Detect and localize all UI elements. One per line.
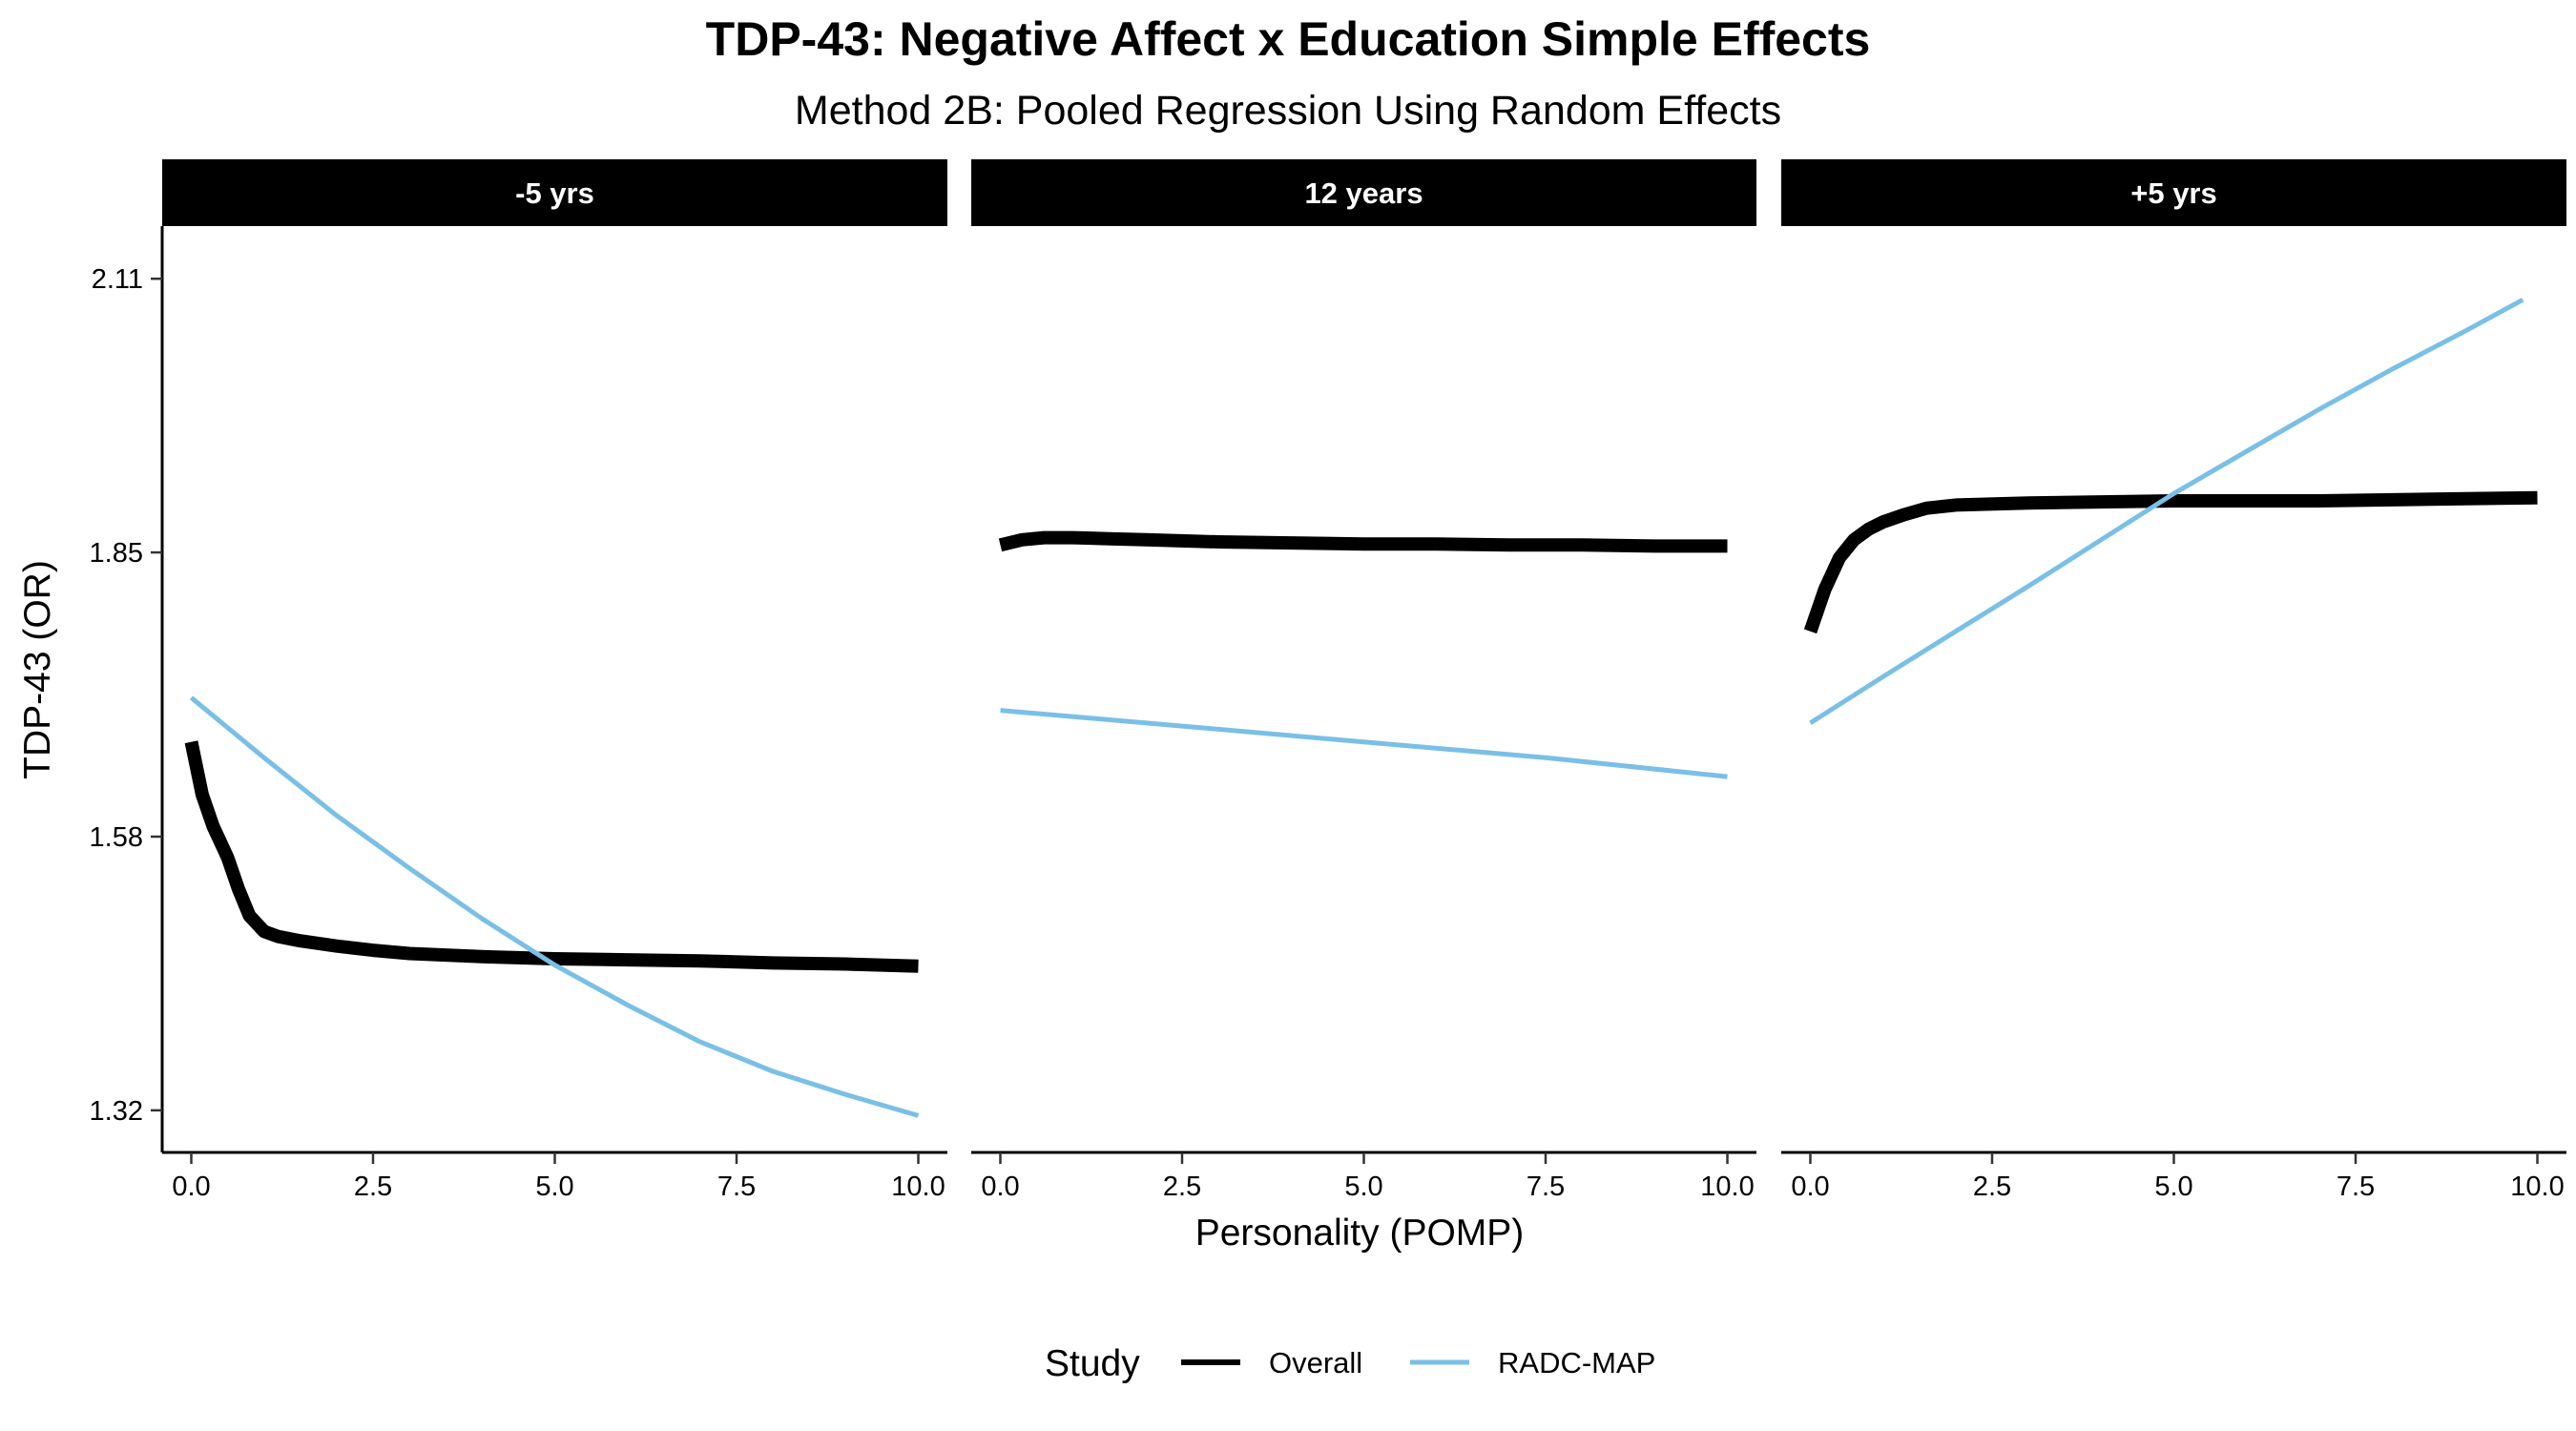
x-tick-label: 0.0: [981, 1172, 1019, 1202]
x-tick-label: 5.0: [535, 1172, 573, 1202]
facet-strip-label: +5 yrs: [2130, 176, 2217, 210]
facet-strip: [971, 159, 1756, 226]
y-tick-label: 1.58: [90, 822, 143, 853]
x-tick-label: 7.5: [717, 1172, 756, 1202]
legend-label-radc-map: RADC-MAP: [1498, 1346, 1655, 1379]
facet-strip: [162, 159, 947, 226]
legend: Study Overall RADC-MAP: [1045, 1343, 1655, 1384]
y-tick-label: 1.85: [90, 538, 143, 569]
x-tick-label: 10.0: [2510, 1172, 2564, 1202]
series-line-radc-map: [1000, 708, 1728, 779]
series-line-radc-map: [1809, 298, 2524, 725]
chart-title: TDP-43: Negative Affect x Education Simp…: [706, 12, 1871, 66]
legend-title: Study: [1045, 1343, 1140, 1384]
series-line-overall: [1803, 490, 2538, 634]
y-tick-label: 2.11: [92, 264, 143, 295]
x-tick-label: 2.5: [1163, 1172, 1201, 1202]
x-tick-label: 5.0: [2154, 1172, 2192, 1202]
series-line-radc-map: [189, 695, 920, 1118]
series-line-overall: [998, 530, 1728, 553]
x-tick-label: 7.5: [2337, 1172, 2375, 1202]
x-tick-label: 0.0: [172, 1172, 210, 1202]
x-tick-label: 5.0: [1344, 1172, 1382, 1202]
panel-2: 12 years 0.0 2.5 5.0 7.5 10.0: [971, 159, 1756, 1202]
legend-label-overall: Overall: [1269, 1346, 1362, 1379]
y-axis-title: TDP-43 (OR): [17, 560, 58, 779]
facet-panels: -5 yrs 0.0 2.5 5.0 7.5 10.0 1.32 1.58 1.85 2.11 12…: [90, 159, 2566, 1202]
facet-strip-label: -5 yrs: [515, 176, 594, 210]
facet-strip-label: 12 years: [1304, 176, 1423, 210]
x-tick-label: 2.5: [354, 1172, 392, 1202]
x-tick-label: 7.5: [1527, 1172, 1565, 1202]
facet-strip: [1781, 159, 2566, 226]
series-line-overall: [184, 740, 919, 973]
x-tick-label: 2.5: [1973, 1172, 2011, 1202]
chart-subtitle: Method 2B: Pooled Regression Using Rando…: [795, 88, 1781, 134]
x-tick-label: 0.0: [1791, 1172, 1829, 1202]
x-tick-label: 10.0: [1700, 1172, 1754, 1202]
panel-3: +5 yrs 0.0 2.5 5.0 7.5 10.0: [1781, 159, 2566, 1202]
y-tick-label: 1.32: [90, 1096, 143, 1127]
panel-1: -5 yrs 0.0 2.5 5.0 7.5 10.0 1.32 1.58 1.85 2.11: [90, 159, 947, 1202]
x-tick-label: 10.0: [891, 1172, 945, 1202]
x-axis-title: Personality (POMP): [1195, 1213, 1525, 1254]
